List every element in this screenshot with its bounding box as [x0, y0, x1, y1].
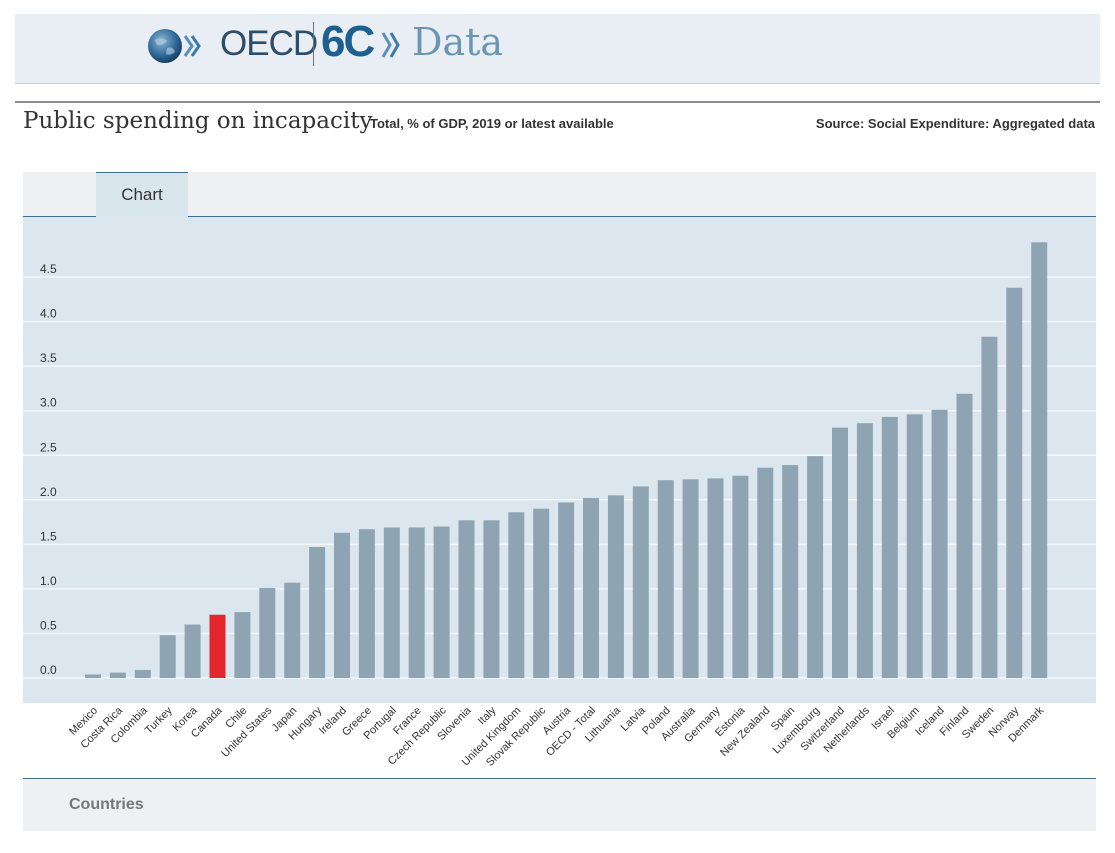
y-tick-label: 3.0 — [40, 396, 57, 410]
bar[interactable] — [259, 588, 276, 678]
bar[interactable] — [209, 614, 226, 678]
bar[interactable] — [458, 520, 475, 678]
bar[interactable] — [508, 512, 525, 678]
bar[interactable] — [682, 479, 699, 678]
oecd-logo-text: OECD — [220, 24, 318, 63]
source-link[interactable]: Source: Social Expenditure: Aggregated d… — [815, 116, 1095, 131]
bar[interactable] — [159, 635, 176, 678]
y-tick-label: 3.5 — [40, 351, 57, 365]
bar[interactable] — [1031, 242, 1048, 678]
bar[interactable] — [358, 529, 375, 678]
bar[interactable] — [956, 393, 973, 678]
bar[interactable] — [383, 527, 400, 678]
bar[interactable] — [558, 502, 575, 678]
bar[interactable] — [782, 465, 799, 678]
bar[interactable] — [109, 672, 126, 678]
bar[interactable] — [284, 582, 301, 678]
bar[interactable] — [583, 498, 599, 678]
y-tick-label: 4.0 — [40, 307, 57, 321]
bar[interactable] — [134, 669, 151, 678]
bar[interactable] — [483, 520, 500, 678]
page-subtitle: Total, % of GDP, 2019 or latest availabl… — [370, 116, 614, 131]
bar[interactable] — [807, 456, 824, 678]
bar[interactable] — [856, 423, 873, 678]
bar[interactable] — [433, 526, 450, 678]
tab-chart[interactable]: Chart — [96, 172, 188, 218]
tab-bar: Chart — [23, 172, 1096, 218]
x-axis-area — [23, 703, 1096, 778]
y-tick-label: 2.5 — [40, 440, 57, 454]
bar[interactable] — [1006, 287, 1023, 678]
page-title: Public spending on incapacity — [23, 108, 373, 134]
y-tick-label: 0.5 — [40, 618, 57, 632]
oecd-60-years-logo: 6C — [321, 17, 375, 66]
data-logo-text: Data — [412, 20, 504, 64]
oecd-globe-icon — [148, 29, 201, 63]
bar[interactable] — [234, 612, 251, 678]
bar-chart: 0.00.51.01.52.02.53.03.54.04.5MexicoCost… — [23, 242, 1096, 769]
title-divider — [15, 101, 1100, 103]
bar[interactable] — [632, 486, 649, 678]
logo-divider — [313, 22, 314, 66]
bar[interactable] — [533, 508, 550, 678]
x-tick-label: Turkey — [143, 704, 175, 736]
bar[interactable] — [707, 478, 724, 678]
y-tick-label: 2.0 — [40, 485, 57, 499]
chevron-right-icon — [381, 32, 400, 58]
bar[interactable] — [309, 547, 326, 678]
x-axis-title: Countries — [69, 796, 144, 813]
bar[interactable] — [408, 527, 425, 678]
bar[interactable] — [931, 409, 948, 678]
site-header: OECD 6C Data — [15, 14, 1100, 84]
bar[interactable] — [334, 532, 350, 678]
bar[interactable] — [657, 480, 674, 678]
y-tick-label: 4.5 — [40, 262, 57, 276]
bar[interactable] — [832, 427, 848, 678]
y-tick-label: 0.0 — [40, 663, 57, 677]
bar[interactable] — [981, 336, 998, 678]
bar[interactable] — [85, 674, 101, 678]
bar[interactable] — [607, 495, 624, 678]
y-tick-label: 1.0 — [40, 574, 57, 588]
bar[interactable] — [732, 475, 749, 678]
bar[interactable] — [184, 624, 201, 678]
y-tick-label: 1.5 — [40, 529, 57, 543]
bar[interactable] — [906, 414, 923, 678]
bar[interactable] — [881, 416, 898, 678]
x-axis-title-bar: Countries — [23, 778, 1096, 831]
bar[interactable] — [757, 467, 774, 678]
